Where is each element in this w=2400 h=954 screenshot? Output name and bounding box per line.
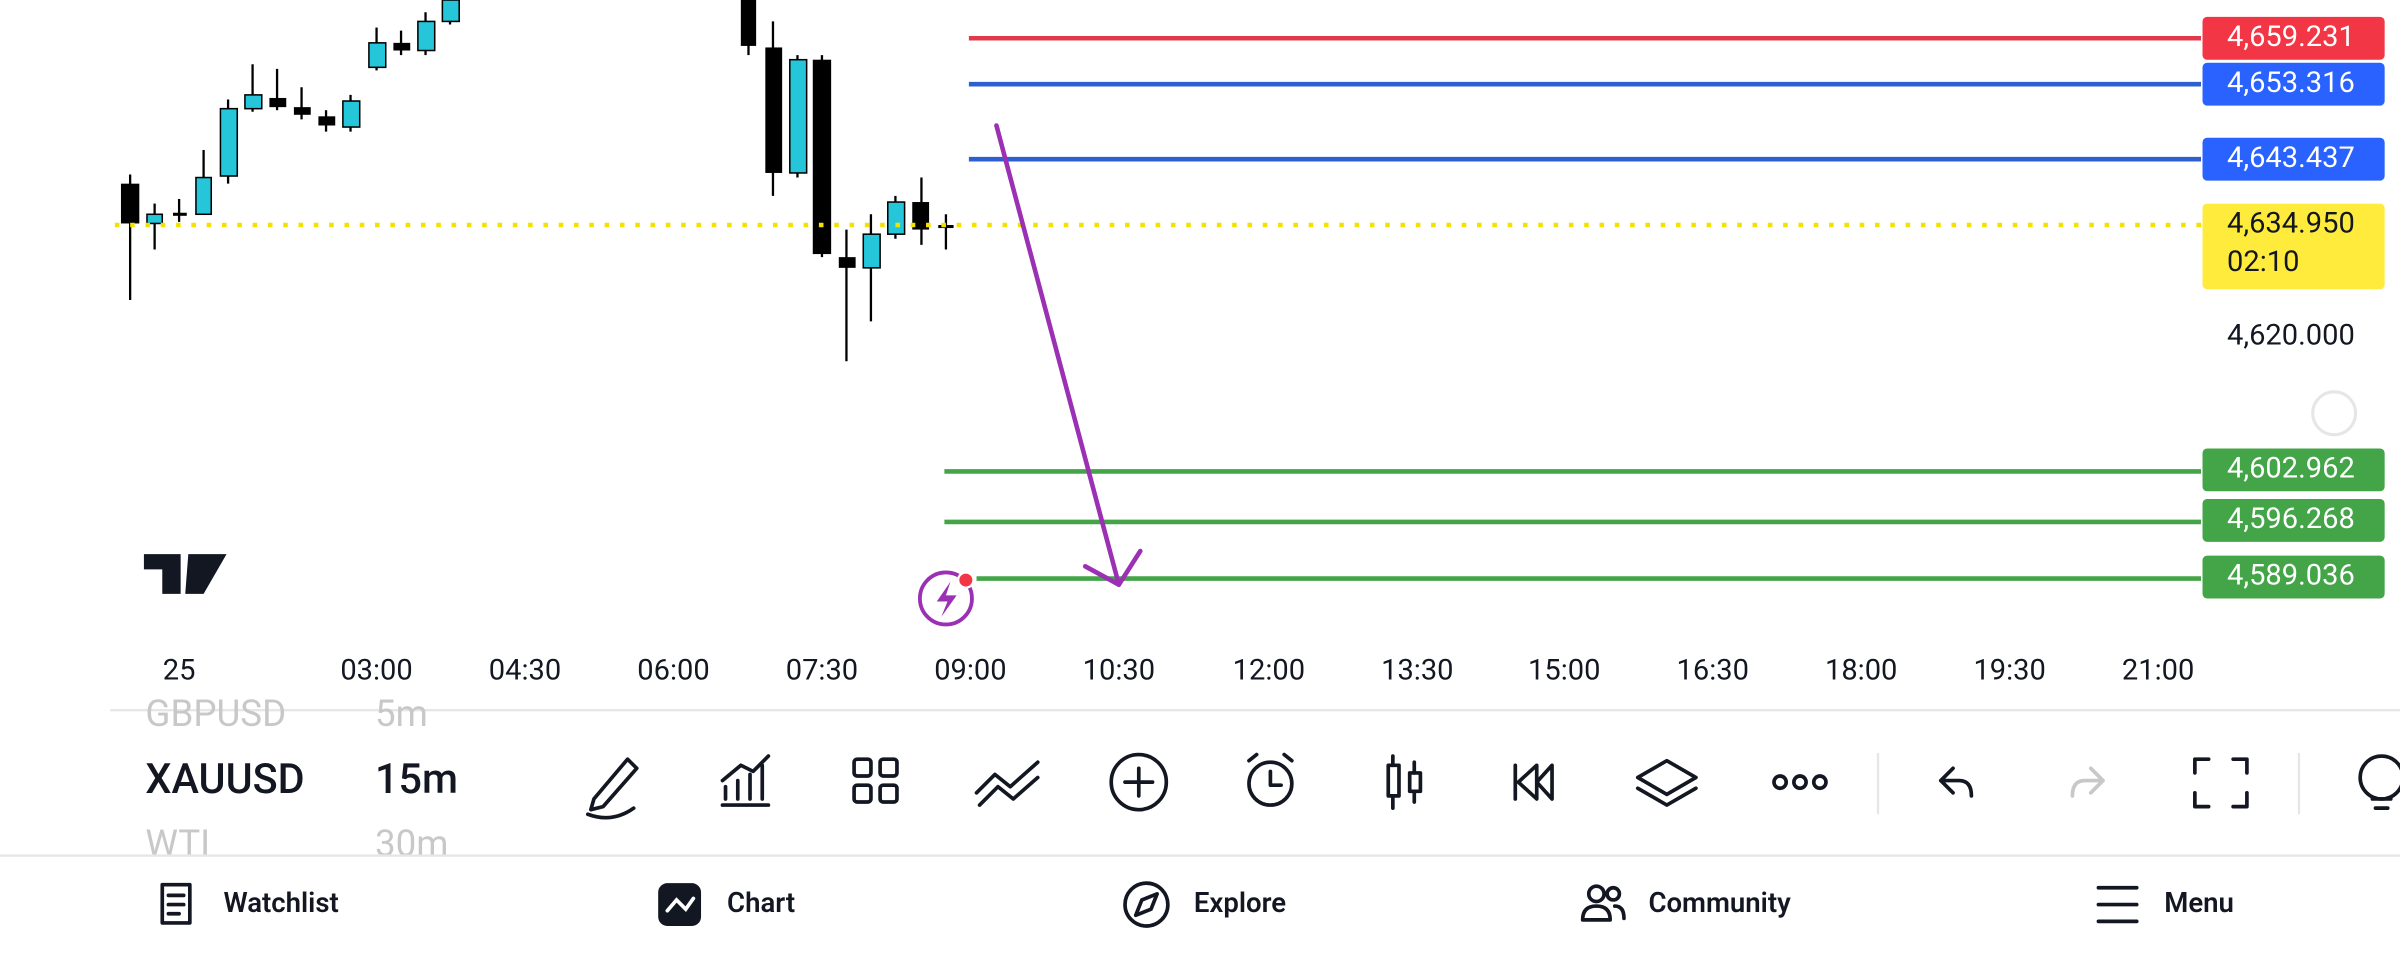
chart-type-icon[interactable] bbox=[1386, 754, 1423, 810]
price-label: 4,596.268 bbox=[2227, 502, 2355, 536]
fullscreen-icon[interactable] bbox=[2193, 757, 2249, 809]
axis-price: 4,620.000 bbox=[2227, 318, 2355, 352]
redo-icon[interactable] bbox=[2070, 766, 2105, 798]
ideas-icon[interactable] bbox=[2358, 754, 2400, 810]
nav-label[interactable]: Explore bbox=[1194, 886, 1286, 919]
price-label-box bbox=[2202, 16, 2385, 60]
time-label: 06:00 bbox=[637, 654, 709, 688]
price-label-box bbox=[2202, 448, 2385, 492]
more-icon[interactable] bbox=[1772, 774, 1828, 791]
symbol[interactable]: XAUUSD bbox=[145, 756, 304, 804]
bull-candles bbox=[146, 0, 906, 269]
time-label: 15:00 bbox=[1528, 654, 1600, 688]
interval[interactable]: 5m bbox=[375, 692, 428, 735]
compare-icon[interactable] bbox=[974, 760, 1040, 807]
price-scale: 4,659.231 4,653.316 4,643.437 4,634.950 4,60… bbox=[2202, 16, 2385, 599]
symbol[interactable]: GBPUSD bbox=[145, 692, 286, 735]
nav-label[interactable]: Community bbox=[1648, 886, 1791, 919]
time-label: 19:30 bbox=[1973, 654, 2045, 688]
explore-icon[interactable] bbox=[1123, 881, 1170, 928]
alert-icon[interactable] bbox=[917, 570, 975, 627]
undo-icon[interactable] bbox=[1938, 766, 1974, 798]
time-label: 07:30 bbox=[786, 654, 858, 688]
price-label-box bbox=[2202, 62, 2385, 106]
time-label: 03:00 bbox=[340, 654, 412, 688]
price-label: 4,602.962 bbox=[2227, 452, 2355, 486]
countdown: 02:10 bbox=[2227, 245, 2299, 279]
time-label: 09:00 bbox=[934, 654, 1006, 688]
watchlist-icon[interactable] bbox=[160, 882, 192, 925]
menu-icon[interactable] bbox=[2096, 885, 2139, 924]
logo bbox=[143, 554, 227, 594]
time-label: 18:00 bbox=[1825, 654, 1897, 688]
time-label: 04:30 bbox=[489, 654, 561, 688]
interval[interactable]: 30m bbox=[375, 822, 448, 865]
time-label: 16:30 bbox=[1677, 654, 1749, 688]
price-label: 4,659.231 bbox=[2227, 20, 2355, 54]
interval[interactable]: 15m bbox=[375, 756, 458, 804]
symbol-picker[interactable]: GBPUSD 5m XAUUSD 15m WTI 30m bbox=[145, 692, 458, 865]
time-label: 25 bbox=[163, 654, 196, 688]
price-label-box bbox=[2202, 203, 2385, 290]
time-label: 10:30 bbox=[1083, 654, 1155, 688]
arrow-drawing[interactable] bbox=[994, 123, 1143, 587]
indicators-icon[interactable] bbox=[720, 754, 771, 807]
price-label-box bbox=[2202, 555, 2385, 599]
price-label: 4,643.437 bbox=[2227, 141, 2355, 175]
time-label: 12:00 bbox=[1233, 654, 1305, 688]
alert-clock-icon[interactable] bbox=[1247, 752, 1294, 807]
layers-icon[interactable] bbox=[1635, 758, 1698, 807]
nav-label[interactable]: Chart bbox=[727, 886, 795, 919]
layout-icon[interactable] bbox=[852, 757, 899, 804]
nav-icons bbox=[160, 881, 2139, 928]
time-label: 21:00 bbox=[2122, 654, 2194, 688]
community-icon[interactable] bbox=[1580, 884, 1626, 922]
toolbar-icons bbox=[585, 752, 2400, 820]
price-label: 4,653.316 bbox=[2227, 66, 2355, 100]
price-label-box bbox=[2202, 137, 2385, 181]
nav-label[interactable]: Watchlist bbox=[224, 886, 339, 919]
price-label-box bbox=[2202, 498, 2385, 542]
price-label: 4,589.036 bbox=[2227, 559, 2355, 593]
bear-candles bbox=[120, 0, 954, 268]
replay-icon[interactable] bbox=[1513, 763, 1554, 801]
time-label: 13:30 bbox=[1381, 654, 1453, 688]
nav-label[interactable]: Menu bbox=[2164, 886, 2234, 919]
scroll-icon bbox=[2311, 390, 2358, 437]
time-axis: 25 03:00 04:30 06:00 07:30 09:00 10:30 12:00 13:… bbox=[163, 654, 2195, 688]
draw-icon[interactable] bbox=[585, 757, 639, 820]
add-icon[interactable] bbox=[1109, 752, 1169, 812]
symbol[interactable]: WTI bbox=[145, 822, 210, 865]
bottom-nav: Watchlist Chart Explore Community Menu bbox=[224, 886, 2234, 919]
price-label: 4,634.950 bbox=[2227, 207, 2355, 241]
